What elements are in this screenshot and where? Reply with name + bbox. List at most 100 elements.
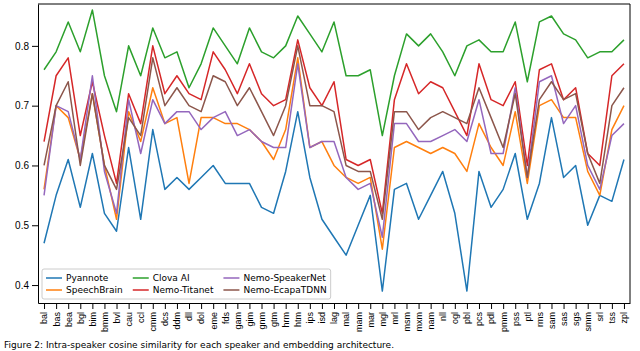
x-tick: gam	[233, 303, 243, 330]
legend-label: Nemo-Titanet	[153, 285, 214, 295]
x-tick-label: ogl	[450, 312, 460, 324]
x-tick-mark	[104, 303, 105, 309]
y-tick-mark	[32, 106, 38, 107]
legend-swatch	[46, 289, 62, 291]
x-tick-mark	[467, 303, 468, 309]
y-tick: 0.5	[15, 220, 38, 231]
x-tick-mark	[588, 303, 589, 309]
x-tick-label: fds	[221, 312, 231, 325]
x-tick: sas	[559, 303, 569, 326]
x-tick-mark	[527, 303, 528, 309]
x-tick-mark	[177, 303, 178, 309]
x-tick-mark	[80, 303, 81, 309]
x-tick-mark	[431, 303, 432, 309]
x-tick: smm	[583, 303, 593, 332]
x-tick: pdl	[486, 303, 496, 324]
x-tick-label: gnm	[257, 312, 267, 330]
legend-label: Pyannote	[66, 273, 109, 283]
x-tick-mark	[443, 303, 444, 309]
x-tick-mark	[346, 303, 347, 309]
legend-item: Clova AI	[133, 273, 190, 283]
x-tick: mar	[366, 303, 376, 328]
x-tick-label: ccl	[136, 312, 146, 323]
series-line	[44, 40, 624, 213]
x-tick: pcs	[474, 303, 484, 326]
x-tick-mark	[56, 303, 57, 309]
x-tick-mark	[382, 303, 383, 309]
x-tick-mark	[92, 303, 93, 309]
x-tick: bea	[64, 303, 74, 327]
x-tick-label: nll	[438, 312, 448, 321]
x-tick: ptl	[523, 303, 533, 322]
x-tick: msm	[402, 303, 412, 332]
x-tick: mgl	[378, 303, 388, 327]
legend-label: Nemo-EcapaTDNN	[243, 285, 326, 295]
x-tick-label: bmm	[100, 312, 110, 332]
y-tick-mark	[32, 165, 38, 166]
x-tick: bvl	[112, 303, 122, 324]
legend-item: Nemo-Titanet	[133, 285, 214, 295]
series-line	[44, 64, 624, 237]
x-tick-label: isd	[317, 312, 327, 324]
x-tick-label: ptl	[523, 312, 533, 322]
x-tick-mark	[455, 303, 456, 309]
legend-swatch	[133, 289, 149, 291]
x-tick-mark	[44, 303, 45, 309]
x-tick-label: mam	[354, 312, 364, 332]
x-tick: cau	[124, 303, 134, 327]
x-tick-mark	[564, 303, 565, 309]
x-tick-mark	[515, 303, 516, 309]
x-tick-mark	[419, 303, 420, 309]
lines	[44, 10, 624, 291]
x-tick: gtm	[269, 303, 279, 327]
legend-item: SpeechBrain	[46, 285, 123, 295]
series-line	[44, 112, 624, 291]
x-tick: bal	[39, 303, 49, 324]
x-tick: zpl	[619, 303, 629, 324]
x-tick-label: mrl	[390, 312, 400, 325]
x-tick: bgl	[76, 303, 86, 324]
x-tick-mark	[237, 303, 238, 309]
x-tick-label: srl	[595, 312, 605, 322]
caption: Figure 2: Intra-speaker cosine similarit…	[4, 340, 394, 350]
x-axis: balbasbeabglbimbmmbvlcaucclcmmdcsddmdlld…	[39, 303, 631, 332]
x-tick-mark	[262, 303, 263, 309]
x-tick-label: tss	[607, 312, 617, 324]
x-tick: ccl	[136, 303, 146, 323]
x-tick-mark	[479, 303, 480, 309]
x-tick: mxm	[414, 303, 424, 332]
x-tick-mark	[503, 303, 504, 309]
x-tick: dll	[184, 303, 194, 321]
x-tick-label: pdl	[486, 312, 496, 324]
x-tick-mark	[117, 303, 118, 309]
x-tick-label: cau	[124, 312, 134, 327]
x-tick-label: msm	[402, 312, 412, 332]
x-tick-label: smm	[583, 312, 593, 332]
frame-right	[630, 4, 631, 303]
x-tick: pmm	[499, 303, 509, 332]
x-tick: rms	[535, 303, 545, 327]
x-tick: mrl	[390, 303, 400, 325]
x-tick: bas	[52, 303, 62, 327]
x-tick: dol	[196, 303, 206, 324]
x-tick: sam	[547, 303, 557, 329]
chart: 0.40.50.60.70.8balbasbeabglbimbmmbvlcauc…	[0, 0, 640, 351]
legend-item: Nemo-EcapaTDNN	[223, 285, 326, 295]
x-tick-mark	[406, 303, 407, 309]
x-tick-mark	[225, 303, 226, 309]
x-tick: nll	[438, 303, 448, 321]
x-tick-label: cmm	[148, 312, 158, 332]
legend-label: Clova AI	[153, 273, 190, 283]
x-tick-label: rms	[535, 312, 545, 327]
x-tick: lag	[329, 303, 339, 324]
x-tick-mark	[129, 303, 130, 309]
legend-item: Nemo-SpeakerNet	[223, 273, 326, 283]
y-tick: 0.4	[15, 280, 38, 291]
y-axis-line	[38, 5, 39, 304]
x-tick-label: lag	[329, 312, 339, 324]
legend-swatch	[223, 289, 239, 291]
x-tick-mark	[576, 303, 577, 309]
x-tick-mark	[68, 303, 69, 309]
x-tick-mark	[551, 303, 552, 309]
x-tick-label: dol	[196, 312, 206, 324]
